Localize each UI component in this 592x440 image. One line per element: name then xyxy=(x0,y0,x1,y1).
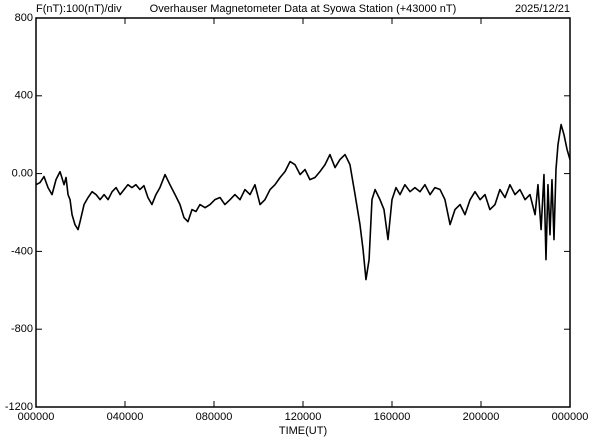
chart-title: Overhauser Magnetometer Data at Syowa St… xyxy=(150,3,457,15)
plot-frame xyxy=(35,17,571,408)
x-tick-label: 120000 xyxy=(285,411,322,423)
chart-date: 2025/12/21 xyxy=(515,3,570,15)
y-tick-label: 800 xyxy=(15,12,33,24)
y-tick-label: -800 xyxy=(11,323,33,335)
y-tick-label: -400 xyxy=(11,245,33,257)
x-tick-label: 160000 xyxy=(374,411,411,423)
x-tick-label: 000000 xyxy=(552,411,589,423)
y-tick-label: -1200 xyxy=(5,401,33,413)
x-tick-label: 000000 xyxy=(18,411,55,423)
x-tick-label: 200000 xyxy=(463,411,500,423)
x-axis-label: TIME(UT) xyxy=(279,425,327,437)
y-tick-label: 0.00 xyxy=(12,168,33,180)
x-tick-label: 040000 xyxy=(107,411,144,423)
chart-subtitle: F(nT):100(nT)/div xyxy=(36,3,122,15)
x-tick-label: 080000 xyxy=(196,411,233,423)
data-line xyxy=(35,123,571,281)
y-tick-label: 400 xyxy=(15,90,33,102)
